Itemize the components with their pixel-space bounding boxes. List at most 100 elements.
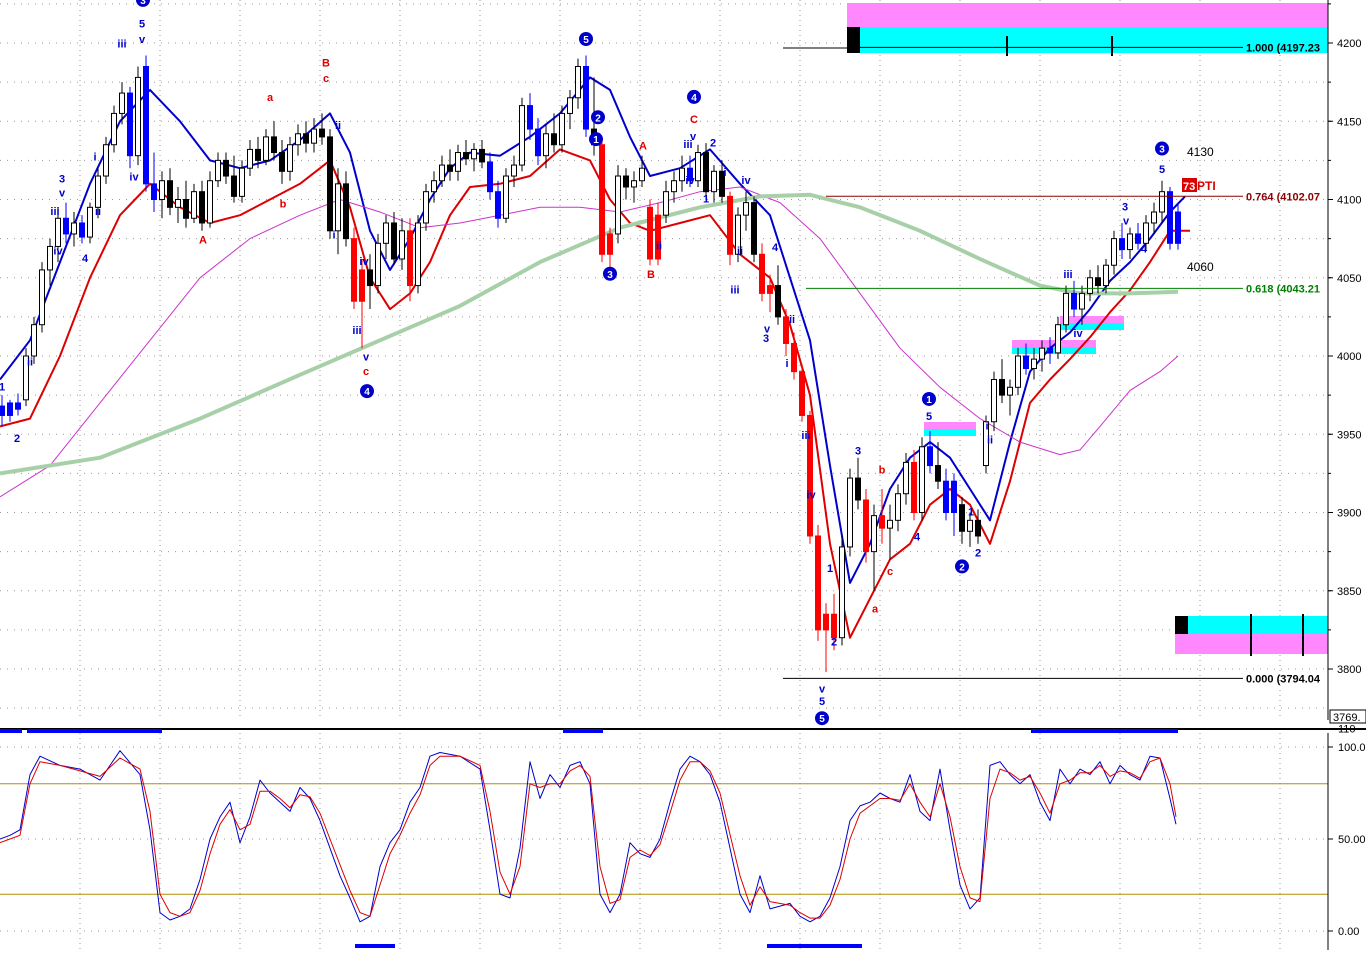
- price-tick-label: 3900: [1337, 508, 1361, 520]
- candle-body: [735, 214, 741, 255]
- candle-body: [207, 180, 213, 224]
- wave-label: 4: [82, 253, 89, 265]
- candle-body: [111, 112, 117, 146]
- wave-label: a: [267, 92, 274, 104]
- candle-body: [935, 465, 941, 482]
- wave-label: a: [872, 604, 879, 616]
- candle-body: [775, 285, 781, 318]
- wave-label: iii: [730, 284, 739, 296]
- candle-body: [1119, 238, 1125, 251]
- candle-body: [303, 133, 309, 144]
- wave-label: 2: [710, 137, 716, 149]
- wave-circle: [815, 711, 829, 726]
- candle-body: [871, 515, 877, 553]
- candle-body: [951, 480, 957, 514]
- candle-body: [567, 97, 573, 114]
- wave-label: iii: [683, 139, 692, 151]
- wave-label: B: [647, 269, 655, 281]
- axis-background: [1328, 0, 1366, 950]
- candle-body: [1079, 292, 1085, 310]
- candle-body: [375, 242, 381, 287]
- candle-body: [175, 199, 181, 208]
- projection-label: 4130: [1187, 145, 1214, 159]
- candle-body: [679, 167, 685, 182]
- wave-label: iv: [741, 175, 751, 187]
- wave-label: 5: [139, 18, 145, 30]
- wave-label: 3: [1122, 201, 1128, 213]
- wave-label-circled: 3: [607, 270, 613, 281]
- candle-body: [815, 535, 821, 631]
- candle-body: [247, 148, 253, 169]
- candle-body: [1015, 355, 1021, 388]
- wave-label: 1: [703, 194, 709, 206]
- candle-body: [535, 128, 541, 157]
- candle-body: [999, 378, 1005, 396]
- price-tick-label: 4100: [1337, 195, 1361, 207]
- wave-label: c: [323, 73, 329, 85]
- candle-body: [983, 421, 989, 467]
- candle-body: [271, 136, 277, 154]
- wave-label: iii: [50, 206, 59, 218]
- candle-body: [135, 76, 141, 157]
- wave-label: 2: [975, 547, 981, 559]
- wave-label: v: [363, 352, 370, 364]
- wave-circle: [1155, 141, 1169, 156]
- wave-circle: [955, 559, 969, 574]
- wave-label: 4: [772, 242, 779, 254]
- candle-body: [767, 285, 773, 294]
- candle-body: [239, 167, 245, 197]
- stoch-d-line: [0, 755, 1177, 919]
- candle-body: [23, 355, 29, 401]
- candle-body: [311, 128, 317, 144]
- wave-label: 4: [914, 532, 921, 544]
- mini-zone-cyan: [924, 429, 976, 436]
- wave-label-circled: 2: [595, 113, 601, 124]
- candle-body: [719, 170, 725, 197]
- candle-body: [583, 65, 589, 130]
- candle-body: [711, 170, 717, 193]
- wave-label: 3: [59, 173, 65, 185]
- candle-body: [63, 217, 69, 235]
- wave-label: c: [363, 366, 369, 378]
- candle-body: [607, 233, 613, 255]
- wave-label: i: [723, 167, 726, 179]
- wave-label: iii: [1063, 269, 1072, 281]
- candle-body: [1143, 222, 1149, 244]
- projection-label: 4060: [1187, 260, 1214, 274]
- wave-label: 3: [763, 333, 769, 345]
- candle-body: [119, 92, 125, 114]
- candle-body: [1095, 277, 1101, 287]
- wave-label: ii: [737, 245, 743, 257]
- candle-body: [231, 175, 237, 197]
- wave-label: iii: [801, 430, 810, 442]
- candle-body: [1039, 347, 1045, 360]
- candle-body: [727, 195, 733, 255]
- target-zones: [783, 3, 1328, 656]
- candle-body: [1007, 386, 1013, 396]
- mini-zone-magenta: [1060, 316, 1124, 323]
- candle-body: [95, 175, 101, 208]
- candle-body: [927, 446, 933, 467]
- price-tick-label: 4200: [1337, 38, 1361, 50]
- wave-label: 5: [926, 411, 932, 423]
- candle-body: [151, 183, 157, 201]
- candle-body: [847, 477, 853, 548]
- wave-label: c: [887, 566, 893, 578]
- candle-body: [527, 105, 533, 130]
- candle-body: [791, 342, 797, 373]
- wave-label: iv: [129, 172, 139, 184]
- wave-label-circled: 5: [819, 714, 825, 725]
- candle-body: [839, 546, 845, 639]
- candle-body: [391, 222, 397, 260]
- wave-label: iv: [359, 256, 369, 268]
- candle-body: [743, 202, 749, 216]
- mini-zone-magenta: [924, 422, 976, 429]
- wave-label: i: [985, 421, 988, 433]
- candle-body: [575, 65, 581, 99]
- wave-label: v: [690, 131, 697, 143]
- wave-label: v: [59, 187, 66, 199]
- wave-label: ii: [656, 241, 662, 253]
- candle-body: [1103, 264, 1109, 287]
- candle-body: [127, 92, 133, 157]
- candle-body: [1071, 292, 1077, 310]
